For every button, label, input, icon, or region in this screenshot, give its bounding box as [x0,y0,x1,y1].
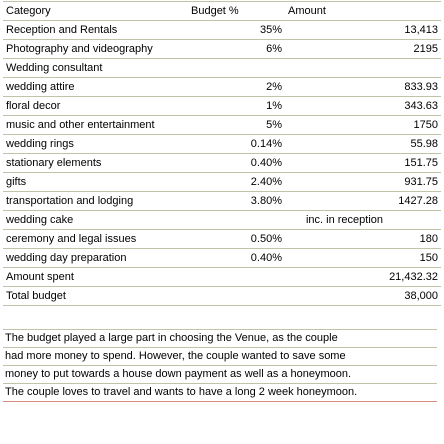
budget-pct-cell[interactable]: 1% [188,96,285,116]
budget-pct-cell[interactable]: 5% [188,115,285,135]
budget-pct-cell[interactable]: 35% [188,20,285,40]
table-row: Wedding consultant [3,58,441,78]
amount-cell[interactable]: 2195 [285,39,441,59]
amount-cell[interactable]: 151.75 [285,153,441,173]
amount-cell[interactable]: 343.63 [285,96,441,116]
table-row: wedding day preparation 0.40% 150 [3,248,441,268]
category-header[interactable]: Category [3,1,188,21]
amount-cell[interactable]: 55.98 [285,134,441,154]
table-row: Reception and Rentals 35% 13,413 [3,20,441,40]
category-cell[interactable]: wedding rings [3,134,188,154]
table-row: stationary elements 0.40% 151.75 [3,153,441,173]
category-cell[interactable]: ceremony and legal issues [3,229,188,249]
table-row: wedding rings 0.14% 55.98 [3,134,441,154]
note-line[interactable]: money to put towards a house down paymen… [3,366,437,384]
amount-cell[interactable]: inc. in reception [285,210,441,230]
category-cell[interactable]: Wedding consultant [3,58,188,78]
amount-cell[interactable]: 180 [285,229,441,249]
category-cell[interactable]: wedding day preparation [3,248,188,268]
category-cell[interactable]: Total budget [3,286,188,306]
table-row: gifts 2.40% 931.75 [3,172,441,192]
category-cell[interactable]: Reception and Rentals [3,20,188,40]
amount-cell[interactable]: 1750 [285,115,441,135]
category-cell[interactable]: Photography and videography [3,39,188,59]
table-row: floral decor 1% 343.63 [3,96,441,116]
amount-cell[interactable]: 1427.28 [285,191,441,211]
budget-pct-cell[interactable]: 2% [188,77,285,97]
note-line[interactable]: The couple loves to travel and wants to … [3,384,437,402]
category-cell[interactable]: music and other entertainment [3,115,188,135]
amount-cell[interactable]: 38,000 [285,286,441,306]
table-row: music and other entertainment 5% 1750 [3,115,441,135]
budget-pct-cell[interactable] [188,58,285,78]
table-row: ceremony and legal issues 0.50% 180 [3,229,441,249]
category-cell[interactable]: wedding attire [3,77,188,97]
amount-cell[interactable]: 13,413 [285,20,441,40]
category-cell[interactable]: transportation and lodging [3,191,188,211]
note-line[interactable]: had more money to spend. However, the co… [3,348,437,366]
amount-cell[interactable]: 833.93 [285,77,441,97]
budget-sheet: Category Budget % Amount Reception and R… [3,1,441,306]
amount-header[interactable]: Amount [285,1,441,21]
budget-pct-cell[interactable]: 0.14% [188,134,285,154]
amount-cell[interactable] [285,58,441,78]
budget-pct-cell[interactable] [188,267,285,287]
note-line[interactable]: The budget played a large part in choosi… [3,329,437,348]
budget-pct-cell[interactable]: 6% [188,39,285,59]
header-row: Category Budget % Amount [3,1,441,21]
category-cell[interactable]: Amount spent [3,267,188,287]
budget-pct-cell[interactable]: 0.40% [188,248,285,268]
amount-cell[interactable]: 150 [285,248,441,268]
budget-pct-header[interactable]: Budget % [188,1,285,21]
budget-pct-cell[interactable]: 0.50% [188,229,285,249]
budget-note: The budget played a large part in choosi… [0,329,444,402]
category-cell[interactable]: stationary elements [3,153,188,173]
table-row: wedding cake inc. in reception [3,210,441,230]
table-row: transportation and lodging 3.80% 1427.28 [3,191,441,211]
category-cell[interactable]: gifts [3,172,188,192]
total-budget-row: Total budget 38,000 [3,286,441,306]
budget-pct-cell[interactable]: 2.40% [188,172,285,192]
amount-cell[interactable]: 21,432.32 [285,267,441,287]
budget-pct-cell[interactable]: 3.80% [188,191,285,211]
budget-pct-cell[interactable] [188,210,285,230]
budget-pct-cell[interactable]: 0.40% [188,153,285,173]
budget-table: Category Budget % Amount Reception and R… [3,1,441,306]
category-cell[interactable]: wedding cake [3,210,188,230]
category-cell[interactable]: floral decor [3,96,188,116]
budget-pct-cell[interactable] [188,286,285,306]
amount-spent-row: Amount spent 21,432.32 [3,267,441,287]
table-row: wedding attire 2% 833.93 [3,77,441,97]
amount-cell[interactable]: 931.75 [285,172,441,192]
table-row: Photography and videography 6% 2195 [3,39,441,59]
